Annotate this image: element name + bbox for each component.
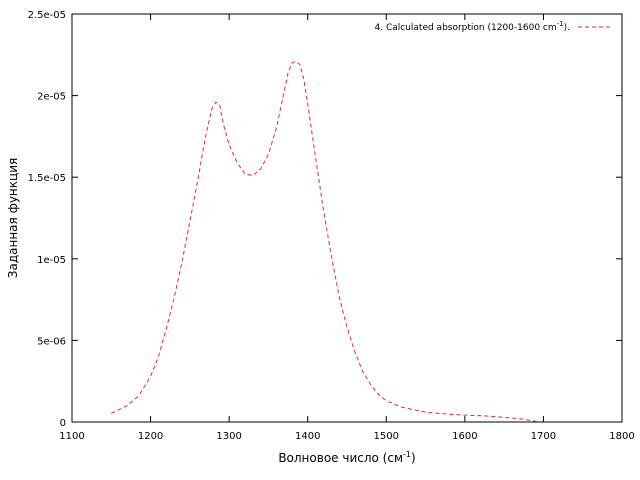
legend-entry-superscript: -1 [557,20,564,28]
x-tick-label: 1400 [295,431,320,442]
y-tick-label: 1.5e-05 [28,173,66,184]
x-tick-label: 1300 [216,431,241,442]
y-axis-title: Заданная функция [6,158,20,278]
legend-entry-suffix: ). [564,23,570,33]
x-axis-title-suffix: ) [411,451,416,465]
x-tick-label: 1100 [59,431,84,442]
y-tick-label: 5e-06 [37,336,66,347]
x-tick-label: 1500 [374,431,399,442]
x-axis-title-superscript: -1 [403,450,411,459]
series-line-0 [111,60,540,423]
y-tick-label: 1e-05 [37,255,66,266]
series-layer [111,60,540,423]
y-tick-label: 0 [60,418,66,429]
y-tick-label: 2e-05 [37,92,66,103]
legend: 4. Calculated absorption (1200-1600 cm-1… [375,20,610,33]
x-axis-ticks: 1100 1200 1300 1400 1500 1600 1700 1800 [59,14,635,442]
plot-frame [71,13,623,423]
x-axis-title: Волновое число (см-1) [278,450,415,465]
x-tick-label: 1200 [138,431,163,442]
x-tick-label: 1700 [531,431,556,442]
x-tick-label: 1600 [452,431,477,442]
x-tick-label: 1800 [609,431,634,442]
y-tick-label: 2.5e-05 [28,10,66,21]
legend-entry-label: 4. Calculated absorption (1200-1600 cm-1… [375,20,571,33]
y-axis-ticks: 0 5e-06 1e-05 1.5e-05 2e-05 2.5e-05 [28,10,622,429]
